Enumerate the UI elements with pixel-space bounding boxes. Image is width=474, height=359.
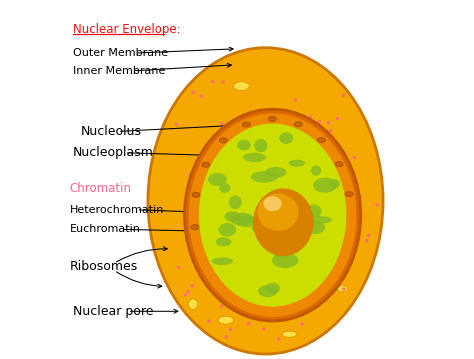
Ellipse shape xyxy=(268,116,276,121)
Ellipse shape xyxy=(265,167,286,178)
Ellipse shape xyxy=(177,266,181,269)
Text: Chromatin: Chromatin xyxy=(70,182,132,195)
Text: Nuclear Envelope:: Nuclear Envelope: xyxy=(73,23,181,36)
Ellipse shape xyxy=(243,153,266,162)
Ellipse shape xyxy=(342,94,345,97)
Ellipse shape xyxy=(229,196,242,209)
Ellipse shape xyxy=(311,165,321,176)
Ellipse shape xyxy=(251,171,278,183)
Ellipse shape xyxy=(337,286,347,292)
Ellipse shape xyxy=(174,123,178,126)
Ellipse shape xyxy=(221,80,225,84)
Ellipse shape xyxy=(202,162,210,167)
Ellipse shape xyxy=(289,160,305,167)
Ellipse shape xyxy=(199,123,346,307)
Ellipse shape xyxy=(191,284,194,288)
Ellipse shape xyxy=(358,195,362,199)
Ellipse shape xyxy=(293,98,297,102)
Ellipse shape xyxy=(225,335,228,339)
Ellipse shape xyxy=(255,139,267,152)
Ellipse shape xyxy=(220,122,223,126)
Ellipse shape xyxy=(192,192,200,197)
Ellipse shape xyxy=(345,192,353,197)
Ellipse shape xyxy=(335,162,343,167)
Ellipse shape xyxy=(247,322,251,325)
Ellipse shape xyxy=(186,290,190,293)
Ellipse shape xyxy=(285,231,303,244)
Ellipse shape xyxy=(188,173,192,177)
Ellipse shape xyxy=(301,322,304,326)
Ellipse shape xyxy=(309,115,312,118)
Text: Euchromatin: Euchromatin xyxy=(70,224,140,234)
Ellipse shape xyxy=(237,140,251,150)
Text: Nucleoplasm: Nucleoplasm xyxy=(73,146,154,159)
Text: Ribosomes: Ribosomes xyxy=(70,260,138,273)
Ellipse shape xyxy=(265,283,280,294)
Ellipse shape xyxy=(211,80,214,83)
Ellipse shape xyxy=(273,248,292,258)
Ellipse shape xyxy=(253,188,314,256)
Ellipse shape xyxy=(200,94,203,98)
Ellipse shape xyxy=(257,194,299,231)
Text: Inner Membrane: Inner Membrane xyxy=(73,66,165,76)
Ellipse shape xyxy=(329,129,332,133)
Ellipse shape xyxy=(313,178,337,193)
Ellipse shape xyxy=(375,203,379,206)
Ellipse shape xyxy=(220,304,224,308)
Ellipse shape xyxy=(365,239,369,242)
Ellipse shape xyxy=(353,156,356,159)
Ellipse shape xyxy=(342,287,346,291)
Ellipse shape xyxy=(191,225,199,230)
Ellipse shape xyxy=(318,120,321,124)
Ellipse shape xyxy=(367,234,371,237)
Ellipse shape xyxy=(191,90,195,94)
Ellipse shape xyxy=(230,213,254,226)
Ellipse shape xyxy=(225,211,241,222)
Ellipse shape xyxy=(218,316,234,324)
Ellipse shape xyxy=(189,299,198,309)
Ellipse shape xyxy=(233,82,249,90)
Ellipse shape xyxy=(219,223,236,237)
Ellipse shape xyxy=(219,138,227,143)
Ellipse shape xyxy=(212,257,233,265)
Ellipse shape xyxy=(258,285,277,297)
Ellipse shape xyxy=(207,320,210,323)
Text: Outer Membrane: Outer Membrane xyxy=(73,48,168,58)
Ellipse shape xyxy=(252,222,273,233)
Ellipse shape xyxy=(294,122,302,127)
Ellipse shape xyxy=(236,216,258,227)
Ellipse shape xyxy=(272,253,299,268)
Ellipse shape xyxy=(329,179,340,188)
Ellipse shape xyxy=(277,337,281,341)
Ellipse shape xyxy=(279,132,293,144)
Ellipse shape xyxy=(219,183,230,193)
Ellipse shape xyxy=(148,48,383,354)
Text: Nuclear pore: Nuclear pore xyxy=(73,305,154,318)
Ellipse shape xyxy=(308,216,332,224)
Text: Nucleolus: Nucleolus xyxy=(80,125,141,138)
Ellipse shape xyxy=(305,221,325,234)
Ellipse shape xyxy=(264,196,282,211)
Ellipse shape xyxy=(318,137,326,143)
Ellipse shape xyxy=(242,122,250,127)
Ellipse shape xyxy=(208,173,227,186)
Ellipse shape xyxy=(216,237,231,247)
Ellipse shape xyxy=(282,331,297,337)
Ellipse shape xyxy=(183,293,187,297)
Ellipse shape xyxy=(304,205,322,218)
Text: Heterochromatin: Heterochromatin xyxy=(70,205,164,215)
Ellipse shape xyxy=(327,121,330,125)
Ellipse shape xyxy=(229,327,232,331)
Ellipse shape xyxy=(262,327,265,331)
Ellipse shape xyxy=(336,117,339,120)
